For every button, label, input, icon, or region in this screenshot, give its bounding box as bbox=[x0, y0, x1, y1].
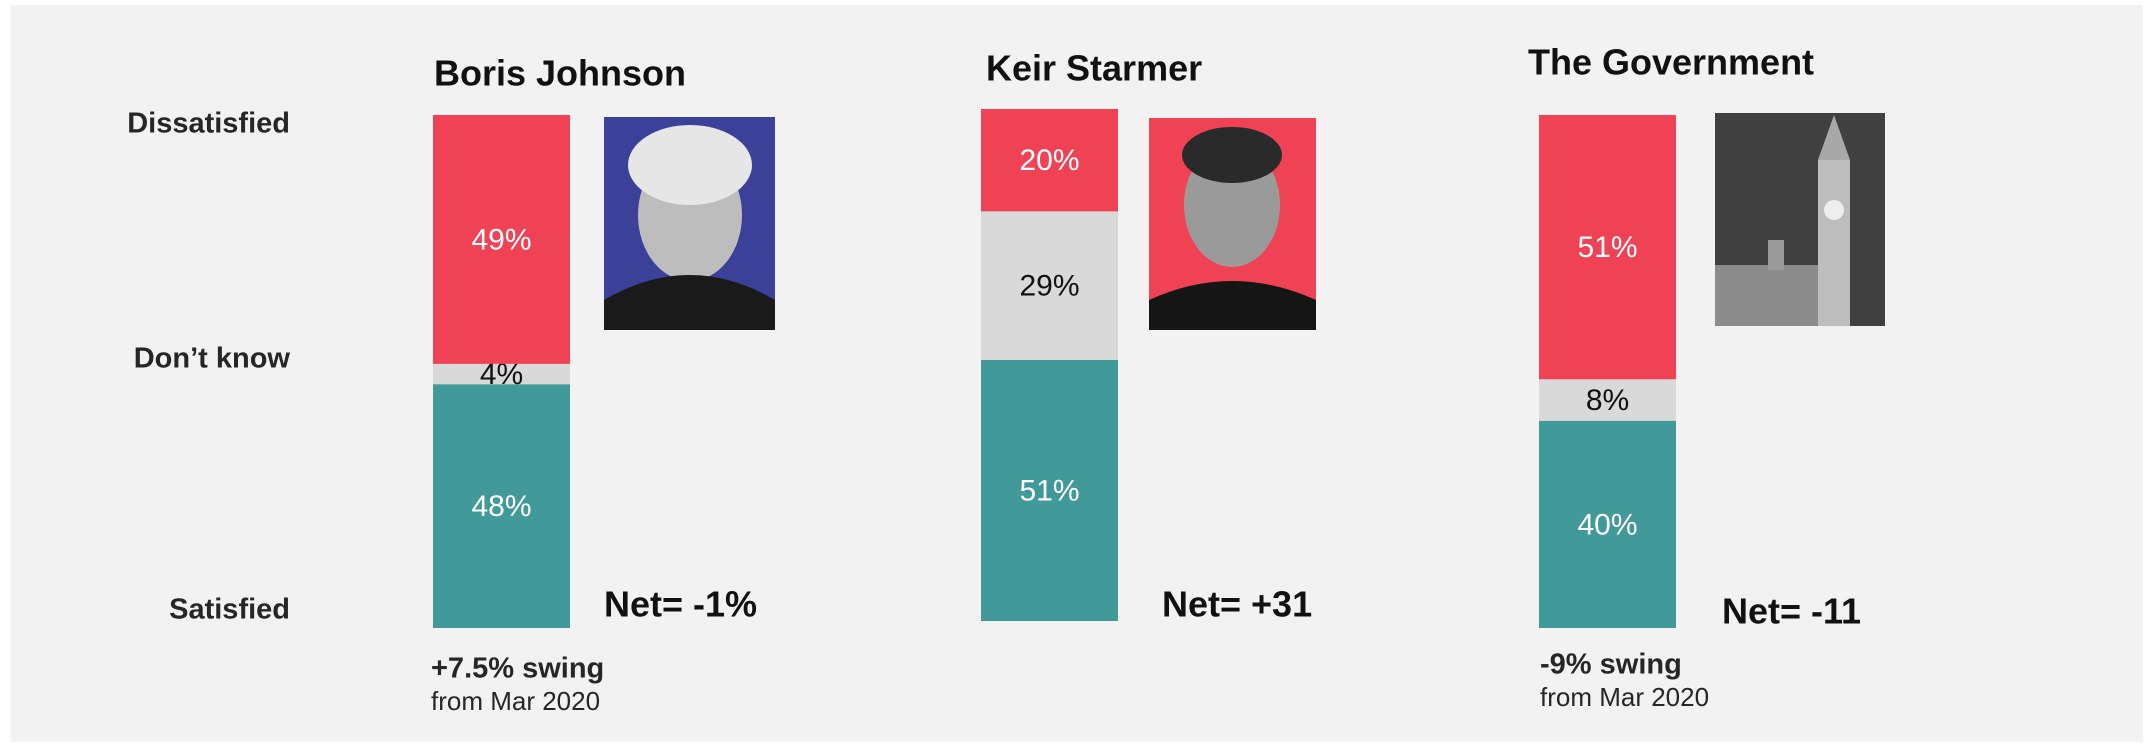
row-label: Satisfied bbox=[169, 594, 290, 626]
photo-starmer bbox=[1149, 118, 1316, 330]
chart-title: Boris Johnson bbox=[434, 53, 686, 94]
value-label: 49% bbox=[471, 223, 531, 256]
row-label: Dissatisfied bbox=[127, 108, 290, 140]
value-label: 20% bbox=[1019, 144, 1079, 177]
swing-label: -9% swing bbox=[1540, 649, 1682, 681]
net-label: Net= -1% bbox=[604, 584, 757, 625]
chart-page: Dissatisfied Don’t know Satisfied Boris Joh… bbox=[0, 0, 2154, 744]
swing-label: +7.5% swing bbox=[431, 653, 604, 685]
value-label: 29% bbox=[1019, 270, 1079, 303]
value-label: 48% bbox=[471, 490, 531, 523]
swing-note: from Mar 2020 bbox=[1540, 682, 1709, 712]
row-label: Don’t know bbox=[134, 343, 291, 375]
chart-title: Keir Starmer bbox=[986, 48, 1202, 89]
net-label: Net= +31 bbox=[1162, 584, 1312, 625]
value-label: 51% bbox=[1019, 474, 1079, 507]
swing-note: from Mar 2020 bbox=[431, 686, 600, 716]
net-label: Net= -11 bbox=[1722, 591, 1861, 632]
value-label: 8% bbox=[1586, 384, 1629, 417]
chart-title: The Government bbox=[1528, 42, 1814, 83]
photo-johnson bbox=[604, 117, 775, 330]
value-label: 40% bbox=[1577, 508, 1637, 541]
value-label: 51% bbox=[1577, 231, 1637, 264]
photo-parliament bbox=[1715, 113, 1885, 326]
